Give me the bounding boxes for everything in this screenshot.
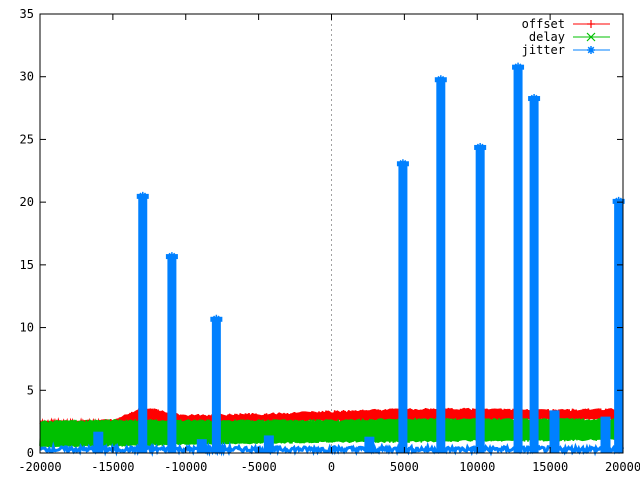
jitter-spike — [138, 195, 148, 453]
y-tick-label: 0 — [27, 446, 34, 460]
jitter-small-spike — [93, 431, 104, 453]
y-axis: 0 5 10 15 20 25 30 35 — [20, 7, 623, 460]
jitter-spike — [513, 66, 523, 454]
y-tick-label: 30 — [20, 70, 34, 84]
jitter-spike — [167, 256, 177, 453]
legend-marker — [587, 20, 595, 28]
x-tick-label: -20000 — [18, 460, 61, 474]
y-tick-label: 35 — [20, 7, 34, 21]
jitter-small-spike — [263, 435, 274, 453]
legend-marker — [586, 32, 596, 42]
x-tick-label: 0 — [328, 460, 335, 474]
y-tick-label: 25 — [20, 132, 34, 146]
x-tick-label: 15000 — [532, 460, 568, 474]
y-tick-label: 20 — [20, 195, 34, 209]
x-tick-label: -15000 — [91, 460, 134, 474]
x-tick-label: 10000 — [459, 460, 495, 474]
legend-item-offset: offset — [522, 17, 610, 31]
jitter-marker — [476, 142, 485, 151]
jitter-small-spike — [196, 439, 207, 453]
jitter-spike — [529, 98, 539, 453]
jitter-small-spike — [364, 436, 375, 453]
jitter-marker — [212, 314, 221, 323]
jitter-spike — [398, 163, 408, 453]
x-tick-label: -5000 — [241, 460, 277, 474]
jitter-marker — [167, 252, 176, 261]
jitter-spike — [211, 318, 221, 453]
series-layer — [39, 62, 625, 457]
legend-label: offset — [522, 17, 565, 31]
jitter-marker — [398, 159, 407, 168]
jitter-marker — [514, 62, 523, 71]
jitter-marker — [614, 196, 623, 205]
jitter-spike — [614, 200, 624, 453]
jitter-marker — [138, 191, 147, 200]
legend-label: delay — [529, 30, 565, 44]
jitter-spike — [475, 146, 485, 453]
y-tick-label: 5 — [27, 383, 34, 397]
legend-item-jitter: jitter — [522, 43, 610, 57]
y-tick-label: 10 — [20, 321, 34, 335]
jitter-marker — [587, 46, 595, 54]
jitter-marker — [530, 94, 539, 103]
jitter-small-spike — [600, 416, 611, 453]
x-tick-label: -10000 — [164, 460, 207, 474]
plot-area — [39, 14, 625, 457]
legend-item-delay: delay — [529, 30, 610, 44]
x-axis: -20000 -15000 -10000 -5000 0 5000 10000 15000 20… — [18, 14, 640, 474]
x-tick-label: 20000 — [605, 460, 640, 474]
y-tick-label: 15 — [20, 258, 34, 272]
x-tick-label: 5000 — [390, 460, 419, 474]
legend-label: jitter — [522, 43, 565, 57]
jitter-small-spike — [549, 410, 560, 453]
jitter-marker — [436, 75, 445, 84]
jitter-series — [39, 62, 625, 457]
jitter-spike — [436, 79, 446, 454]
